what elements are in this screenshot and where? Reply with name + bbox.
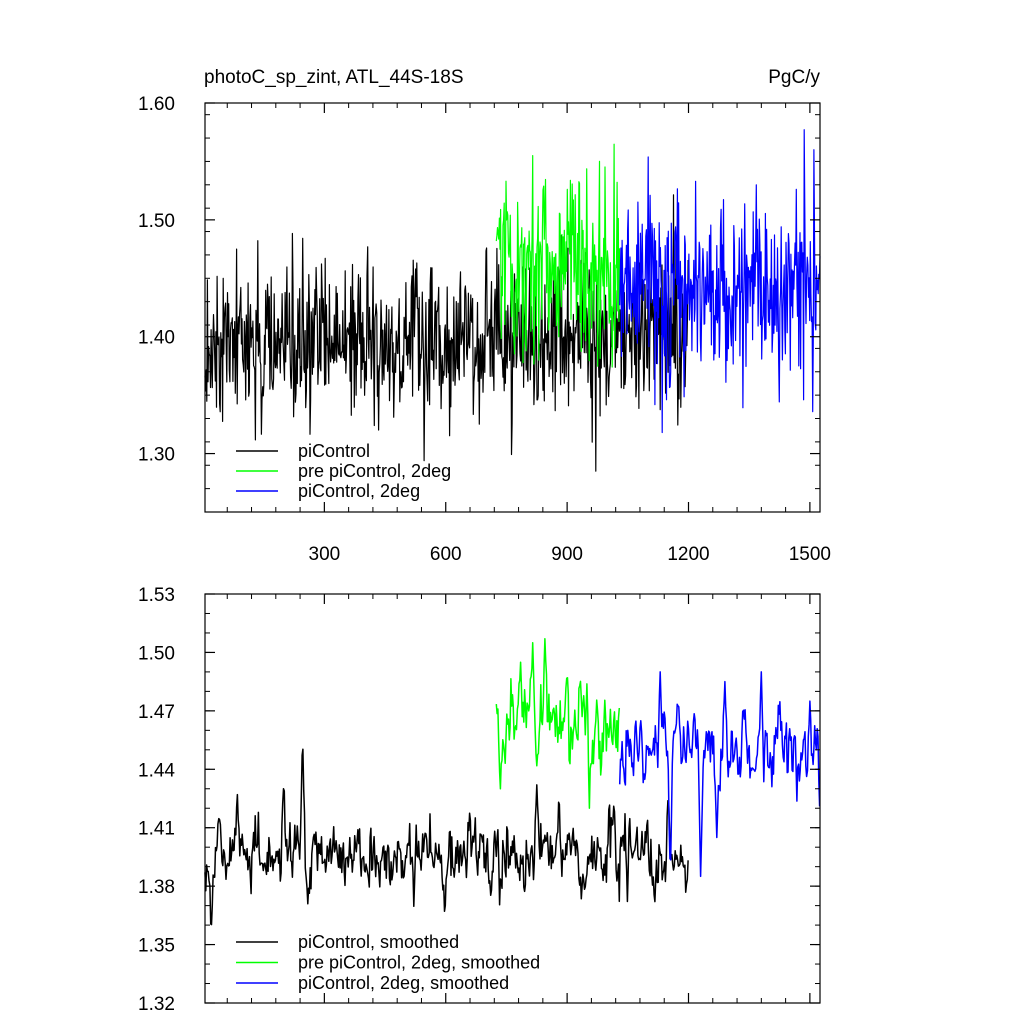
legend-label: piControl, smoothed: [298, 932, 459, 952]
x-tick-label: 1200: [667, 544, 709, 565]
plot-frame: [204, 593, 821, 1004]
y-tick-label: 1.50: [138, 643, 175, 664]
legend-label: piControl: [298, 441, 370, 461]
y-tick-label: 1.41: [138, 819, 175, 840]
y-tick-label: 1.47: [138, 702, 175, 723]
y-tick-label: 1.38: [138, 877, 175, 898]
series-line: [495, 143, 621, 368]
legend-label: pre piControl, 2deg, smoothed: [298, 953, 540, 973]
x-tick-label: 300: [309, 544, 341, 565]
y-tick-label: 1.44: [138, 760, 175, 781]
x-tick-label: 600: [430, 544, 462, 565]
y-tick-label: 1.40: [138, 328, 175, 349]
y-tick-label: 1.30: [138, 445, 175, 466]
series-line: [618, 671, 821, 878]
series-line: [204, 194, 689, 472]
series-line: [495, 638, 621, 809]
y-tick-label: 1.60: [138, 94, 175, 115]
legend-label: pre piControl, 2deg: [298, 461, 451, 481]
legend-label: piControl, 2deg: [298, 481, 420, 501]
legend-label: piControl, 2deg, smoothed: [298, 973, 509, 993]
y-tick-label: 1.53: [138, 585, 175, 606]
top-panel: photoC_sp_zint, ATL_44S-18S PgC/y 1.60 1.…: [138, 67, 831, 565]
bottom-panel: 1.53 1.50 1.47 1.44 1.41 1.38 1.35 1.32 piContro…: [138, 585, 821, 1015]
y-tick-label: 1.32: [138, 994, 175, 1015]
plot-frame: [204, 102, 821, 513]
top-units: PgC/y: [768, 67, 820, 88]
series-line: [619, 129, 821, 434]
x-tick-label: 1500: [789, 544, 831, 565]
y-tick-label: 1.50: [138, 211, 175, 232]
top-title: photoC_sp_zint, ATL_44S-18S: [204, 67, 464, 88]
x-tick-label: 900: [551, 544, 583, 565]
series-line: [204, 748, 689, 926]
y-tick-label: 1.35: [138, 936, 175, 957]
